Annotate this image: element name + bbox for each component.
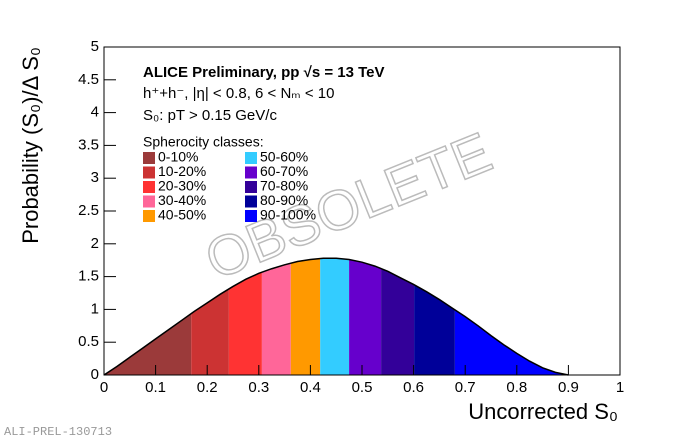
class-area [349, 259, 382, 375]
legend-label: 50-60% [260, 149, 308, 165]
x-tick-label: 1 [616, 379, 624, 396]
class-area [414, 284, 455, 375]
distribution-line [103, 257, 569, 376]
class-area [290, 258, 321, 375]
class-area [228, 272, 262, 375]
x-tick-label: 0.5 [352, 379, 373, 396]
x-tick-label: 0.2 [197, 379, 218, 396]
y-tick-label: 3.5 [78, 136, 99, 153]
class-area [454, 309, 569, 375]
annotation: ALICE Preliminary, pp √s = 13 TeV [143, 64, 385, 81]
class-area [261, 263, 291, 375]
legend-swatch [143, 210, 155, 222]
legend-label: 60-70% [260, 163, 308, 179]
annotation: S₀: pT > 0.15 GeV/c [143, 107, 277, 124]
y-tick-label: 0 [91, 366, 99, 383]
legend-swatch [245, 152, 257, 164]
y-tick-label: 5 [91, 38, 99, 55]
legend-swatch [143, 152, 155, 164]
class-area [191, 288, 229, 375]
legend-label: 40-50% [158, 207, 206, 223]
x-tick-label: 0.7 [455, 379, 476, 396]
y-tick-label: 1.5 [78, 268, 99, 285]
legend-swatch [143, 166, 155, 179]
x-tick-label: 0 [100, 379, 108, 396]
legend-title: Spherocity classes: [143, 134, 264, 150]
legend-label: 0-10% [158, 149, 198, 165]
y-tick-label: 0.5 [78, 333, 99, 350]
legend-label: 30-40% [158, 192, 206, 208]
legend-label: 90-100% [260, 207, 316, 223]
x-tick-label: 0.4 [300, 379, 321, 396]
legend-label: 10-20% [158, 163, 206, 179]
footer: ALI-PREL-130713 [4, 425, 112, 439]
legend-swatch [143, 181, 155, 193]
x-axis-label: Uncorrected S₀ [468, 399, 618, 424]
legend-swatch [245, 210, 257, 222]
class-area [104, 313, 192, 375]
x-tick-label: 0.8 [506, 379, 527, 396]
y-tick-label: 3 [91, 169, 99, 186]
legend-swatch [245, 166, 257, 179]
x-tick-label: 0.9 [558, 379, 579, 396]
annotation: h⁺+h⁻, |η| < 0.8, 6 < Nₘ < 10 [143, 85, 334, 102]
class-area [320, 258, 350, 375]
legend-swatch [143, 195, 155, 208]
x-tick-label: 0.1 [145, 379, 166, 396]
legend-swatch [245, 195, 257, 208]
y-tick-label: 4 [91, 104, 99, 121]
class-area [381, 268, 415, 375]
y-tick-label: 1 [91, 300, 99, 317]
y-axis-label: Probability (S₀)/Δ S₀ [18, 47, 43, 244]
legend-label: 20-30% [158, 178, 206, 194]
x-tick-label: 0.6 [403, 379, 424, 396]
x-tick-label: 0.3 [248, 379, 269, 396]
legend-swatch [245, 181, 257, 193]
y-tick-label: 2 [91, 235, 99, 252]
legend-label: 70-80% [260, 178, 308, 194]
y-tick-label: 4.5 [78, 71, 99, 88]
plot-area [103, 257, 569, 376]
y-tick-label: 2.5 [78, 202, 99, 219]
legend-label: 80-90% [260, 192, 308, 208]
